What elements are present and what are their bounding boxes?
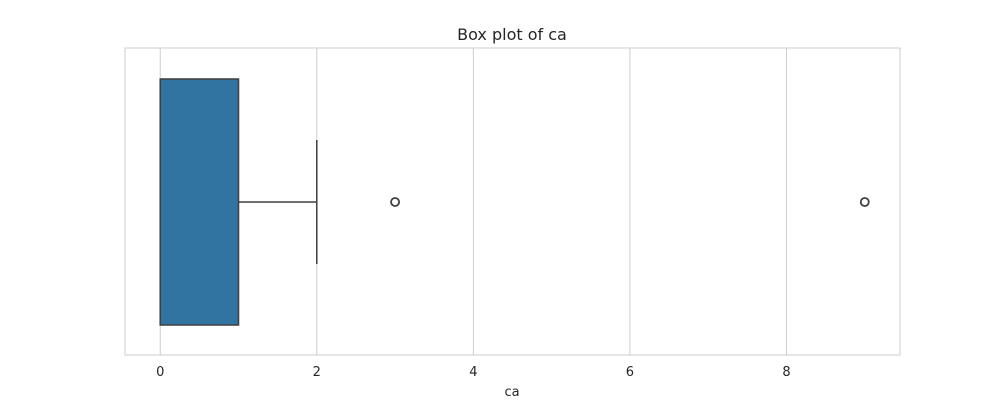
- x-tick-label: 0: [156, 365, 164, 380]
- chart-title: Box plot of ca: [457, 25, 567, 44]
- x-tick-labels: 0 2 4 6 8: [156, 365, 791, 380]
- x-tick-label: 6: [626, 365, 634, 380]
- x-tick-label: 2: [313, 365, 321, 380]
- box-group: [159, 78, 870, 326]
- plot-frame: [124, 47, 901, 356]
- outlier-point: [859, 197, 870, 207]
- x-axis-label: ca: [504, 385, 519, 400]
- x-tick-label: 8: [782, 365, 790, 380]
- x-tick-label: 4: [469, 365, 477, 380]
- outlier-point: [390, 197, 400, 207]
- iqr-box: [159, 78, 240, 326]
